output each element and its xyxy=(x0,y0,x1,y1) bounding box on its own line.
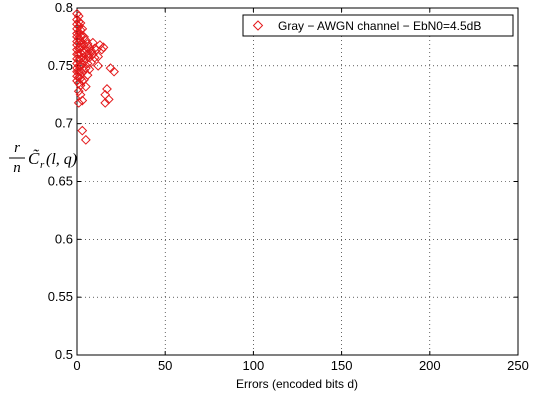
data-point-diamond xyxy=(77,125,88,136)
data-points xyxy=(72,8,119,145)
y-tick-label: 0.65 xyxy=(48,174,73,189)
legend-diamond-icon xyxy=(252,20,264,31)
y-label-expression: C̃ xyxy=(28,149,40,168)
data-point-diamond xyxy=(98,42,109,53)
data-point-diamond xyxy=(73,60,84,71)
data-point-diamond xyxy=(82,58,93,69)
data-point-diamond xyxy=(103,94,114,105)
data-point-diamond xyxy=(82,70,93,80)
data-point-diamond xyxy=(84,49,95,60)
x-tick-label: 100 xyxy=(243,358,265,373)
legend-box xyxy=(242,14,514,37)
x-tick-label: 0 xyxy=(73,358,80,373)
y-label-denominator: n xyxy=(13,160,21,176)
y-label-numerator: r xyxy=(14,140,20,156)
data-point-diamond xyxy=(93,60,104,71)
y-tick-label: 0.7 xyxy=(55,116,73,131)
y-tick-label: 0.8 xyxy=(55,0,73,15)
x-tick-label: 50 xyxy=(158,358,172,373)
data-point-diamond xyxy=(87,37,98,48)
grid-lines xyxy=(77,8,518,355)
data-point-diamond xyxy=(77,95,88,106)
legend-marker-diamond xyxy=(252,20,264,31)
data-point-diamond xyxy=(86,45,97,56)
data-point-diamond xyxy=(109,66,119,77)
data-point-diamond xyxy=(102,84,112,94)
data-point-diamond xyxy=(82,38,93,49)
data-point-diamond xyxy=(73,97,84,108)
data-point-diamond xyxy=(80,35,91,46)
data-point-diamond xyxy=(93,51,104,62)
y-tick-label: 0.5 xyxy=(55,347,73,362)
data-point-diamond xyxy=(84,64,95,75)
y-tick-label: 0.75 xyxy=(48,58,73,73)
y-tick-label: 0.55 xyxy=(48,289,73,304)
legend: Gray − AWGN channel − EbN0=4.5dB xyxy=(242,14,514,37)
y-axis-label: r n C̃ r (l, q) xyxy=(9,140,77,176)
x-tick-label: 150 xyxy=(331,358,353,373)
x-tick-label: 250 xyxy=(507,358,529,373)
data-point-diamond xyxy=(75,89,86,100)
x-axis-label: Errors (encoded bits d) xyxy=(236,377,358,391)
x-tick-label: 200 xyxy=(419,358,441,373)
data-point-diamond xyxy=(80,81,91,92)
data-point-diamond xyxy=(96,44,107,55)
y-tick-label: 0.6 xyxy=(55,231,73,246)
axis-ticks: 0 50 100 150 200 250 0.5 0.55 0.6 0.65 0.7 0.75 0.8 xyxy=(48,0,529,373)
data-point-diamond xyxy=(75,18,86,28)
y-label-args: (l, q) xyxy=(46,151,77,168)
data-point-diamond xyxy=(89,52,100,63)
data-point-diamond xyxy=(77,23,88,34)
data-point-diamond xyxy=(80,134,91,145)
y-label-subscript: r xyxy=(40,159,45,171)
data-point-diamond xyxy=(73,86,84,97)
data-point-diamond xyxy=(100,97,111,108)
legend-entry-label: Gray − AWGN channel − EbN0=4.5dB xyxy=(278,19,481,33)
